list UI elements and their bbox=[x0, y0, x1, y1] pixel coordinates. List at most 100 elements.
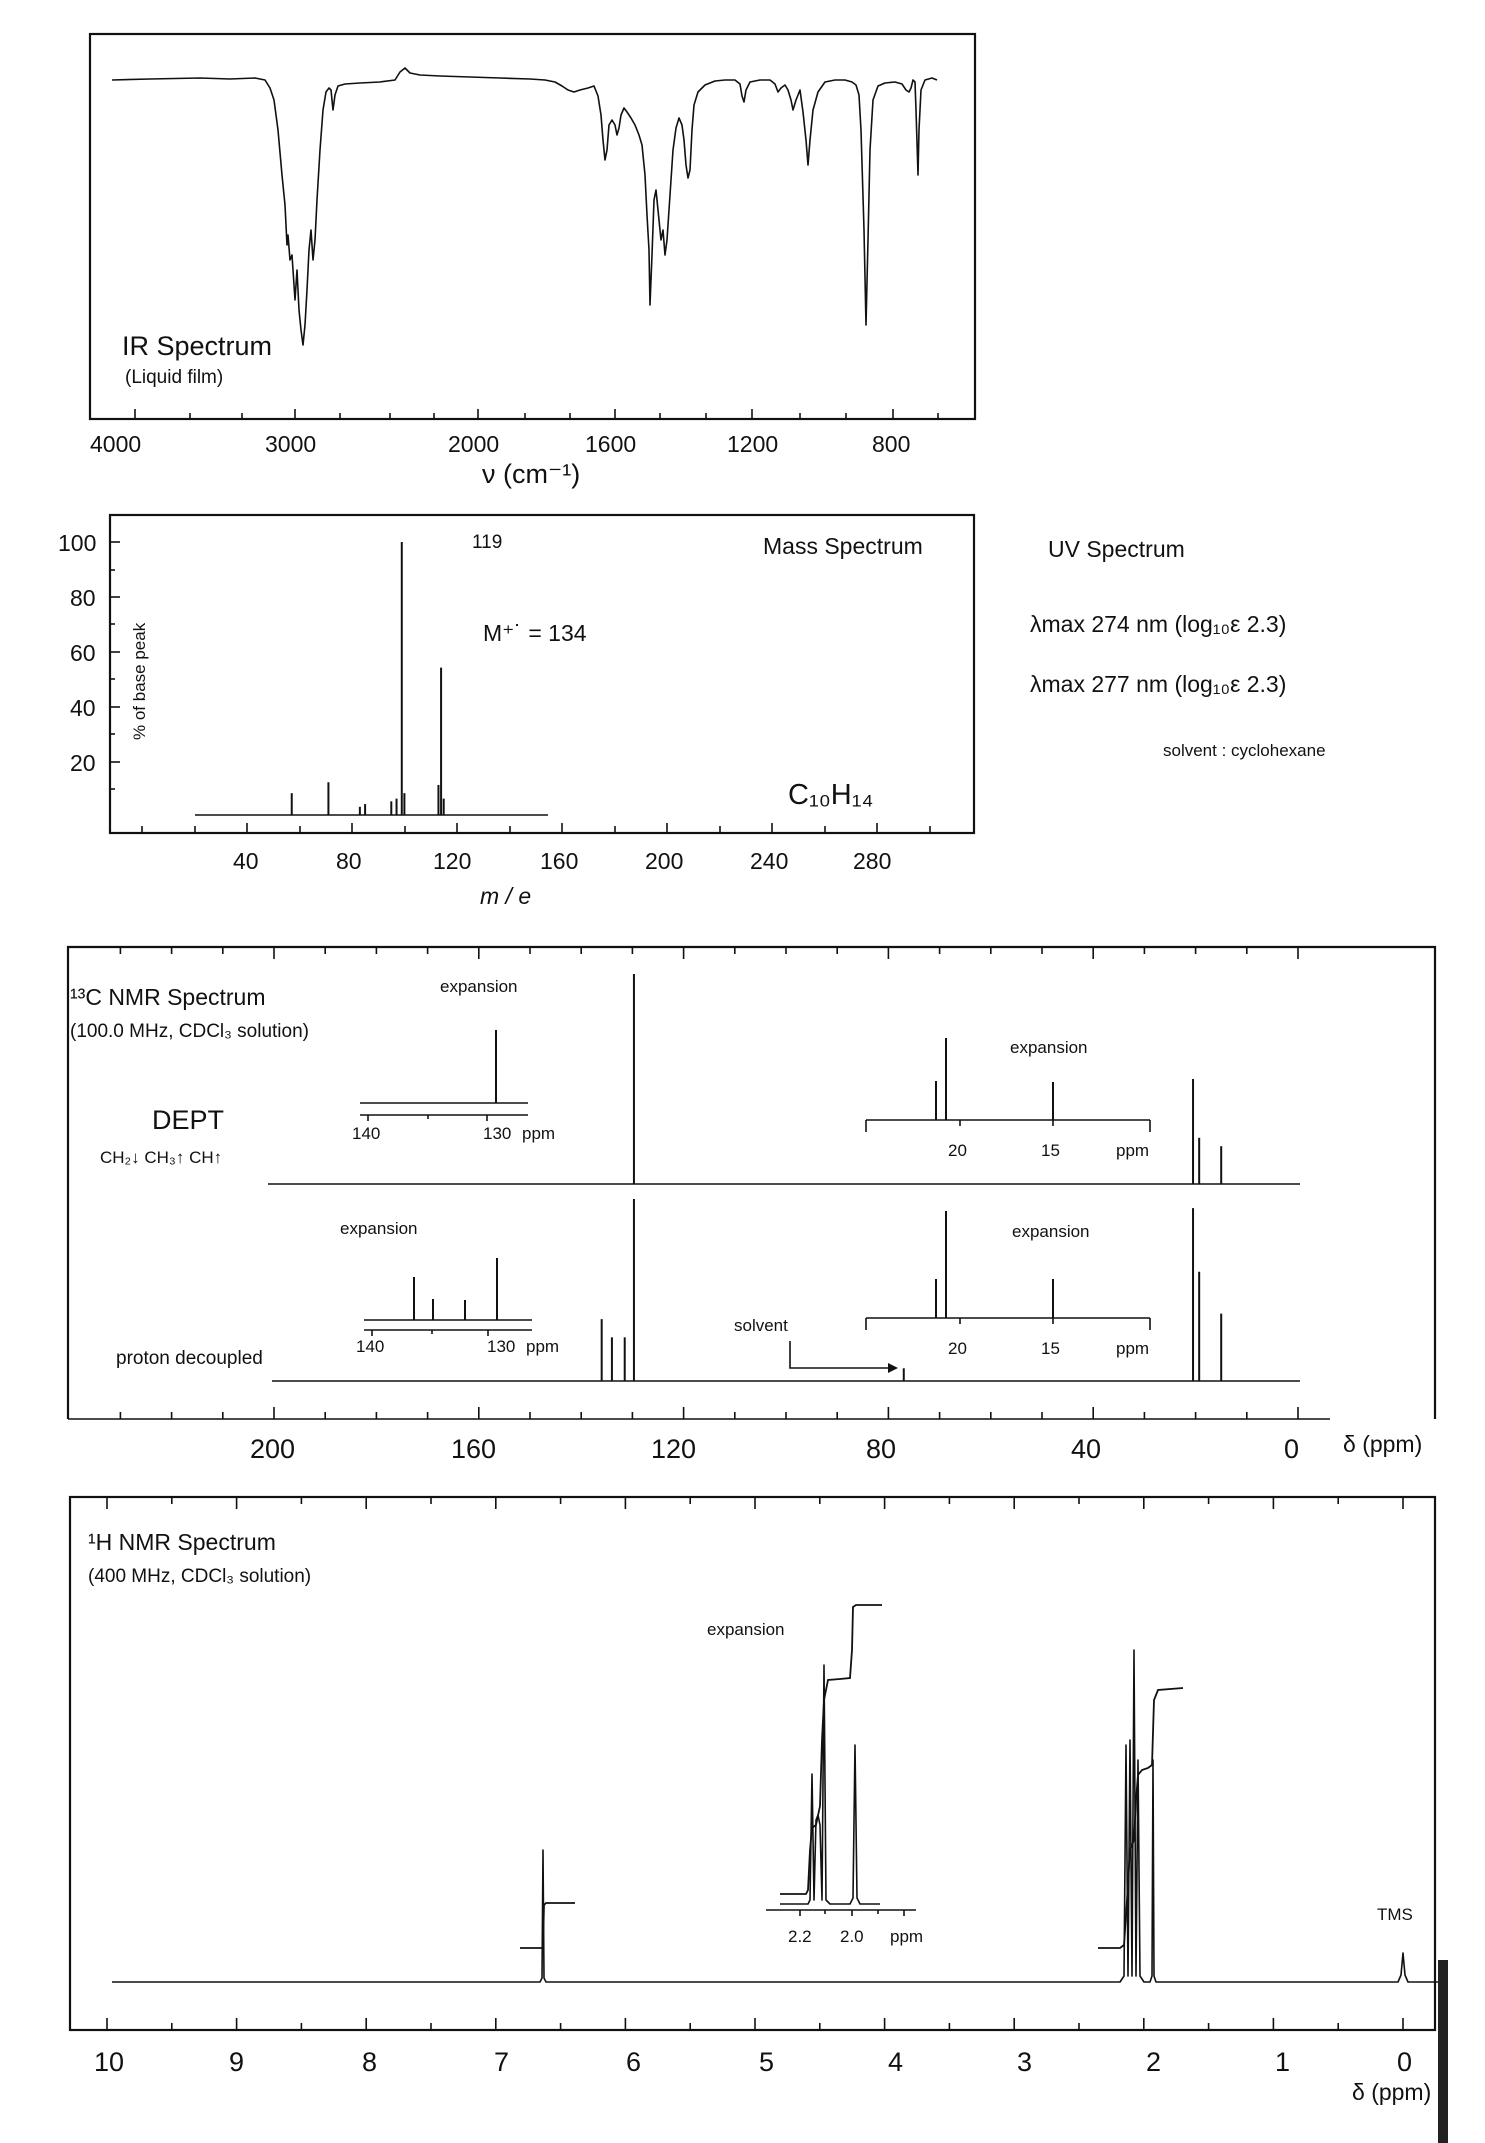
h1-subtitle: (400 MHz, CDCl₃ solution) bbox=[88, 1566, 311, 1587]
c13-ticks bbox=[119, 947, 1299, 1419]
decoupled-exp-right-tick-20: 20 bbox=[948, 1339, 967, 1358]
uv-line-1: λmax 274 nm (log₁₀ε 2.3) bbox=[1030, 611, 1286, 637]
c13-tick-40: 40 bbox=[1071, 1434, 1101, 1464]
h1-tick-6: 6 bbox=[626, 2047, 641, 2077]
mass-xtick-240: 240 bbox=[750, 848, 788, 874]
mass-ytick-100: 100 bbox=[58, 530, 96, 556]
ir-tick-2000: 2000 bbox=[448, 431, 499, 457]
decoupled-exp-right-tick-15: 15 bbox=[1041, 1339, 1060, 1358]
mass-yticks bbox=[110, 541, 120, 790]
uv-solvent: solvent : cyclohexane bbox=[1163, 741, 1326, 760]
ir-title: IR Spectrum bbox=[122, 331, 272, 361]
c13-tick-160: 160 bbox=[451, 1434, 496, 1464]
solvent-arrow: solvent bbox=[734, 1316, 898, 1373]
ir-frame bbox=[88, 32, 977, 421]
mass-formula: C₁₀H₁₄ bbox=[788, 779, 873, 811]
mass-bars bbox=[290, 542, 445, 815]
mass-ytick-40: 40 bbox=[70, 695, 96, 721]
mass-ytick-80: 80 bbox=[70, 585, 96, 611]
dept-exp-right-tick-20: 20 bbox=[948, 1141, 967, 1160]
ir-tick-1600: 1600 bbox=[585, 431, 636, 457]
h1-exp-label: expansion bbox=[707, 1620, 785, 1639]
ir-xlabel: ν (cm⁻¹) bbox=[482, 459, 580, 489]
mass-spectrum-panel: 100 80 60 40 20 % of base peak 119 M⁺˙ =… bbox=[58, 513, 976, 909]
h1-integral-methyl bbox=[1098, 1687, 1184, 1949]
ir-trace bbox=[111, 67, 938, 346]
decoupled-exp-left-tick-130: 130 bbox=[487, 1337, 515, 1356]
mass-ylabel: % of base peak bbox=[130, 622, 149, 740]
h1-nmr-panel: ¹H NMR Spectrum (400 MHz, CDCl₃ solution… bbox=[68, 1495, 1440, 2105]
c13-tick-120: 120 bbox=[651, 1434, 696, 1464]
c13-nmr-panel: ¹³C NMR Spectrum (100.0 MHz, CDCl₃ solut… bbox=[66, 945, 1437, 1464]
mass-molecular-ion-label: M⁺˙ = 134 bbox=[483, 620, 587, 646]
mass-xtick-160: 160 bbox=[540, 848, 578, 874]
decoupled-peaks bbox=[600, 1199, 1223, 1381]
solvent-label: solvent bbox=[734, 1316, 788, 1335]
h1-frame bbox=[68, 1495, 1437, 2032]
ir-tick-4000: 4000 bbox=[90, 431, 141, 457]
dept-exp-left-ppm: ppm bbox=[522, 1124, 555, 1143]
dept-exp-right-tick-15: 15 bbox=[1041, 1141, 1060, 1160]
ir-tick-1200: 1200 bbox=[727, 431, 778, 457]
c13-title: ¹³C NMR Spectrum bbox=[70, 984, 266, 1010]
h1-exp-ppm: ppm bbox=[890, 1927, 923, 1946]
ir-ticks bbox=[134, 409, 939, 419]
tms-label: TMS bbox=[1377, 1905, 1413, 1924]
mass-title: Mass Spectrum bbox=[763, 533, 923, 559]
h1-tick-10: 10 bbox=[94, 2047, 124, 2077]
decoupled-exp-left-tick-140: 140 bbox=[356, 1337, 384, 1356]
h1-ticks bbox=[106, 1497, 1404, 2030]
dept-expansion-left: expansion 140 130 ppm bbox=[352, 977, 555, 1143]
dept-exp-left-tick-140: 140 bbox=[352, 1124, 380, 1143]
mass-xtick-120: 120 bbox=[433, 848, 471, 874]
h1-title: ¹H NMR Spectrum bbox=[88, 1529, 276, 1555]
c13-tick-80: 80 bbox=[866, 1434, 896, 1464]
dept-peaks bbox=[632, 974, 1223, 1184]
mass-ytick-60: 60 bbox=[70, 640, 96, 666]
c13-subtitle: (100.0 MHz, CDCl₃ solution) bbox=[70, 1021, 309, 1042]
dept-label: DEPT bbox=[152, 1105, 224, 1135]
h1-exp-tick-2.2: 2.2 bbox=[788, 1927, 812, 1946]
ir-tick-3000: 3000 bbox=[265, 431, 316, 457]
ir-spectrum-panel: IR Spectrum (Liquid film) 4000 3000 2000… bbox=[88, 32, 977, 489]
c13-tick-0: 0 bbox=[1284, 1434, 1299, 1464]
mass-xtick-280: 280 bbox=[853, 848, 891, 874]
h1-expansion: expansion 2.2 2.0 ppm bbox=[707, 1604, 923, 1946]
decoupled-expansion-left: expansion 140 130 ppm bbox=[340, 1219, 559, 1356]
dept-expansion-right: expansion 20 15 ppm bbox=[865, 1038, 1151, 1160]
decoupled-exp-left-ppm: ppm bbox=[526, 1337, 559, 1356]
decoupled-expansion-right: expansion 20 15 ppm bbox=[865, 1211, 1151, 1358]
mass-xticks bbox=[141, 823, 931, 833]
h1-integral-aromatic bbox=[520, 1902, 575, 1949]
h1-tick-5: 5 bbox=[759, 2047, 774, 2077]
dept-exp-right-ppm: ppm bbox=[1116, 1141, 1149, 1160]
mass-xtick-40: 40 bbox=[233, 848, 259, 874]
dept-exp-left-tick-130: 130 bbox=[483, 1124, 511, 1143]
decoupled-label: proton decoupled bbox=[116, 1348, 263, 1369]
h1-tick-0: 0 bbox=[1397, 2047, 1412, 2077]
mass-frame bbox=[108, 513, 976, 835]
ir-tick-800: 800 bbox=[872, 431, 910, 457]
h1-trace bbox=[112, 1649, 1440, 1983]
mass-xtick-80: 80 bbox=[336, 848, 362, 874]
mass-xtick-200: 200 bbox=[645, 848, 683, 874]
h1-tick-3: 3 bbox=[1017, 2047, 1032, 2077]
dept-exp-left-label: expansion bbox=[440, 977, 518, 996]
decoupled-exp-left-label: expansion bbox=[340, 1219, 418, 1238]
dept-legend: CH₂↓ CH₃↑ CH↑ bbox=[100, 1148, 222, 1167]
scan-edge-shadow bbox=[1438, 1960, 1448, 2143]
h1-tick-9: 9 bbox=[229, 2047, 244, 2077]
ir-subtitle: (Liquid film) bbox=[125, 367, 223, 388]
uv-spectrum-panel: UV Spectrum λmax 274 nm (log₁₀ε 2.3) λma… bbox=[1030, 536, 1326, 760]
mass-base-peak-label: 119 bbox=[472, 532, 502, 553]
h1-tick-8: 8 bbox=[362, 2047, 377, 2077]
h1-tick-7: 7 bbox=[494, 2047, 509, 2077]
h1-tick-2: 2 bbox=[1146, 2047, 1161, 2077]
h1-tick-labels: 10 9 8 7 6 5 4 3 2 1 0 bbox=[94, 2047, 1412, 2077]
uv-title: UV Spectrum bbox=[1048, 536, 1185, 562]
decoupled-exp-right-label: expansion bbox=[1012, 1222, 1090, 1241]
c13-frame bbox=[66, 945, 1437, 1419]
h1-tick-1: 1 bbox=[1275, 2047, 1290, 2077]
dept-exp-right-label: expansion bbox=[1010, 1038, 1088, 1057]
